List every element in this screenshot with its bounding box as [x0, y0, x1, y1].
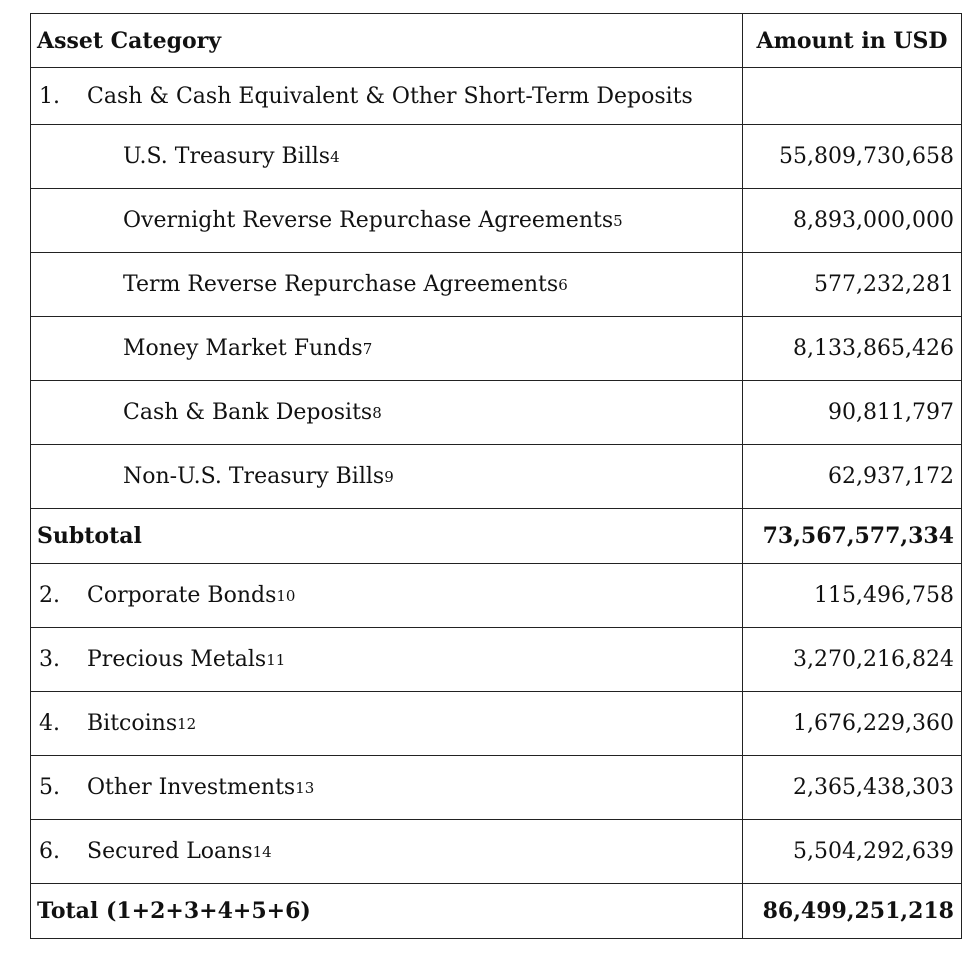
table-row: 5. Other Investments 13 2,365,438,303: [31, 756, 961, 820]
row-index: 1.: [39, 83, 60, 109]
row-index: 4.: [39, 711, 60, 736]
table-row: Term Reverse Repurchase Agreements 6 577,…: [31, 253, 961, 317]
row-amount: 577,232,281: [814, 272, 954, 297]
row-index: 3.: [39, 647, 60, 672]
table-row: Non-U.S. Treasury Bills 9 62,937,172: [31, 445, 961, 509]
table-row: Money Market Funds 7 8,133,865,426: [31, 317, 961, 381]
total-row: Total (1+2+3+4+5+6) 86,499,251,218: [31, 884, 961, 938]
row-label: Money Market Funds: [123, 336, 363, 361]
row-amount: 1,676,229,360: [793, 711, 954, 736]
header-amount-usd: Amount in USD: [756, 27, 948, 54]
row-label: Other Investments: [87, 775, 296, 800]
row-index: 5.: [39, 775, 60, 800]
row-amount: 3,270,216,824: [793, 647, 954, 672]
table-row: 4. Bitcoins 12 1,676,229,360: [31, 692, 961, 756]
row-label: Cash & Cash Equivalent & Other Short-Ter…: [87, 83, 693, 109]
row-amount: 115,496,758: [814, 583, 954, 608]
row-label: Non-U.S. Treasury Bills: [123, 464, 385, 489]
row-label: Bitcoins: [87, 711, 178, 736]
asset-table: Asset Category Amount in USD 1. Cash & C…: [30, 13, 962, 939]
table-row: Cash & Bank Deposits 8 90,811,797: [31, 381, 961, 445]
table-row: 2. Corporate Bonds 10 115,496,758: [31, 564, 961, 628]
row-index: 6.: [39, 839, 60, 864]
row-label: Cash & Bank Deposits: [123, 400, 373, 425]
row-amount: 62,937,172: [828, 464, 954, 489]
row-amount-empty: [743, 68, 961, 124]
section-cash-row: 1. Cash & Cash Equivalent & Other Short-…: [31, 68, 961, 125]
subtotal-row: Subtotal 73,567,577,334: [31, 509, 961, 564]
header-asset-category: Asset Category: [31, 14, 743, 67]
subtotal-label: Subtotal: [31, 509, 743, 563]
row-label: Corporate Bonds: [87, 583, 277, 608]
table-row: Overnight Reverse Repurchase Agreements 5…: [31, 189, 961, 253]
row-amount: 2,365,438,303: [793, 775, 954, 800]
row-amount: 90,811,797: [828, 400, 954, 425]
row-index: 2.: [39, 583, 60, 608]
row-amount: 8,133,865,426: [793, 336, 954, 361]
row-label: Overnight Reverse Repurchase Agreements: [123, 208, 614, 233]
row-amount: 8,893,000,000: [793, 208, 954, 233]
row-label: Term Reverse Repurchase Agreements: [123, 272, 559, 297]
table-row: U.S. Treasury Bills 4 55,809,730,658: [31, 125, 961, 189]
table-header-row: Asset Category Amount in USD: [31, 14, 961, 68]
table-row: 6. Secured Loans 14 5,504,292,639: [31, 820, 961, 884]
subtotal-amount: 73,567,577,334: [762, 523, 954, 549]
row-label: Precious Metals: [87, 647, 267, 672]
row-amount: 55,809,730,658: [779, 144, 954, 169]
table-row: 3. Precious Metals 11 3,270,216,824: [31, 628, 961, 692]
row-amount: 5,504,292,639: [793, 839, 954, 864]
row-label: U.S. Treasury Bills: [123, 144, 331, 169]
total-amount: 86,499,251,218: [762, 898, 954, 924]
row-label: Secured Loans: [87, 839, 253, 864]
total-label: Total (1+2+3+4+5+6): [31, 884, 743, 938]
